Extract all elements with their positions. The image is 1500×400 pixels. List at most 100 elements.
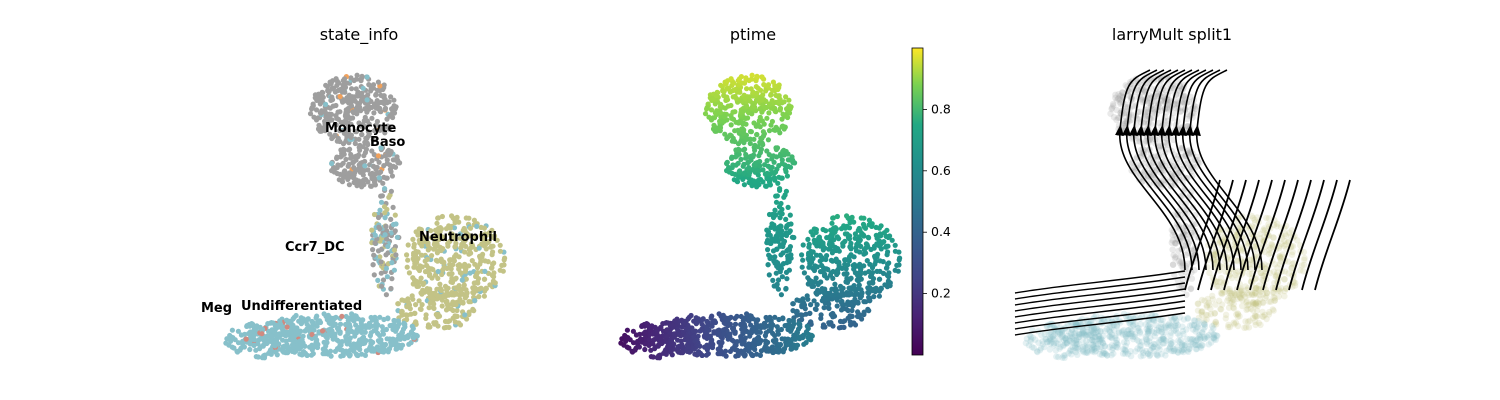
state-point <box>352 128 359 135</box>
state-point <box>404 264 410 270</box>
state-point <box>459 277 465 283</box>
ptime-point <box>775 180 781 186</box>
ptime-point <box>796 321 802 327</box>
ptime-point <box>727 165 733 172</box>
ptime-point <box>844 279 851 285</box>
state-point <box>372 102 378 108</box>
state-point <box>470 244 476 250</box>
state-point <box>319 125 325 131</box>
ptime-point <box>649 323 655 329</box>
state-point <box>309 319 315 325</box>
colorbar-tick-label: 0.8 <box>931 101 951 116</box>
state-point <box>448 266 454 272</box>
state-point <box>321 311 327 317</box>
ptime-point <box>823 266 830 272</box>
ptime-point <box>892 267 898 273</box>
state-point <box>487 282 493 288</box>
panel-title-larrymult-split1: larryMult split1 <box>1112 25 1232 44</box>
state-point <box>489 227 495 233</box>
state-point <box>501 257 507 263</box>
ptime-point <box>751 178 757 184</box>
state-point <box>384 228 390 234</box>
ptime-point <box>781 99 787 105</box>
ptime-point <box>668 349 674 355</box>
ptime-point <box>704 325 710 331</box>
state-point <box>383 223 389 229</box>
ptime-point <box>782 151 788 157</box>
stream-bg-point <box>1103 325 1111 333</box>
ptime-point <box>767 314 773 320</box>
ptime-point <box>851 219 857 225</box>
ptime-point <box>821 305 827 311</box>
ptime-point <box>842 257 848 263</box>
state-point <box>378 259 384 265</box>
ptime-point <box>778 265 785 272</box>
stream-bg-point <box>1110 114 1118 121</box>
ptime-point <box>663 351 669 357</box>
stream-bg-point <box>1246 270 1253 278</box>
ptime-point <box>676 349 682 355</box>
ptime-point <box>873 258 879 264</box>
state-point <box>333 122 339 128</box>
state-point <box>350 109 356 115</box>
stream-bg-point <box>1113 336 1120 344</box>
ptime-point <box>765 262 771 268</box>
state-point <box>403 312 409 318</box>
ptime-point <box>892 242 898 248</box>
state-point <box>318 93 325 99</box>
state-point <box>418 229 424 235</box>
stream-bg-point <box>1169 246 1176 253</box>
ptime-point <box>896 257 902 263</box>
state-point <box>348 151 354 158</box>
ptime-point <box>769 344 776 350</box>
state-point <box>454 313 460 319</box>
state-point <box>346 170 352 176</box>
state-point <box>472 298 478 304</box>
ptime-point <box>733 162 739 168</box>
ptime-point <box>754 73 760 79</box>
state-point <box>381 85 387 91</box>
state-point <box>370 137 376 143</box>
stream-bg-point <box>1230 319 1238 326</box>
state-point <box>241 344 247 350</box>
state-point <box>464 290 470 296</box>
state-point <box>494 237 500 243</box>
state-point <box>431 305 437 311</box>
state-point <box>376 224 382 230</box>
state-point <box>427 245 433 251</box>
state-point <box>317 101 323 107</box>
ptime-point <box>637 331 643 337</box>
stream-bg-point <box>1248 291 1256 298</box>
state-point <box>428 266 435 272</box>
ptime-point <box>675 337 681 343</box>
state-point <box>404 317 410 323</box>
ptime-point <box>639 323 645 329</box>
state-point <box>365 179 371 185</box>
state-point <box>362 106 368 112</box>
ptime-point <box>878 246 884 252</box>
ptime-point <box>830 248 836 254</box>
ptime-point <box>759 74 765 80</box>
ptime-point <box>761 346 767 352</box>
ptime-point <box>713 93 720 99</box>
ptime-point <box>877 276 883 282</box>
ptime-point <box>892 248 899 254</box>
state-point <box>399 308 405 314</box>
state-point <box>472 261 478 267</box>
state-point <box>350 344 357 350</box>
ptime-point <box>706 114 712 120</box>
stream-bg-point <box>1245 324 1253 331</box>
state-point <box>375 248 382 254</box>
state-point <box>446 324 452 330</box>
state-point <box>419 243 425 249</box>
ptime-point <box>807 310 813 316</box>
state-point <box>402 335 408 341</box>
ptime-point <box>733 147 739 153</box>
state-point <box>383 153 389 159</box>
state-point <box>458 245 464 251</box>
state-point <box>391 247 398 253</box>
colorbar-ticks: 0.20.40.60.8 <box>923 101 951 301</box>
ptime-point <box>725 318 731 324</box>
stream-bg-point <box>1252 301 1260 308</box>
state-point <box>375 322 381 328</box>
